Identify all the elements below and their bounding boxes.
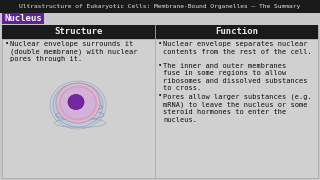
Text: Function: Function <box>215 28 258 37</box>
FancyBboxPatch shape <box>2 25 318 178</box>
FancyBboxPatch shape <box>2 25 155 39</box>
Ellipse shape <box>68 94 84 109</box>
Ellipse shape <box>50 81 106 129</box>
FancyBboxPatch shape <box>155 25 318 39</box>
Text: Ultrastructure of Eukaryotic Cells: Membrane-Bound Organelles – The Summary: Ultrastructure of Eukaryotic Cells: Memb… <box>20 4 300 9</box>
Text: •: • <box>5 41 9 47</box>
FancyBboxPatch shape <box>0 0 320 13</box>
FancyBboxPatch shape <box>2 13 44 24</box>
Text: Nuclear envelope surrounds it
(double membrane) with nuclear
pores through it.: Nuclear envelope surrounds it (double me… <box>10 41 138 62</box>
Ellipse shape <box>59 86 97 120</box>
Text: Structure: Structure <box>54 28 103 37</box>
Text: •: • <box>158 41 162 47</box>
Ellipse shape <box>53 83 103 127</box>
Ellipse shape <box>61 87 95 118</box>
Text: •: • <box>158 93 162 99</box>
Text: Pores allow larger substances (e.g.
mRNA) to leave the nucleus or some
steroid h: Pores allow larger substances (e.g. mRNA… <box>163 93 312 123</box>
Text: The inner and outer membranes
fuse in some regions to allow
ribosomes and dissol: The inner and outer membranes fuse in so… <box>163 63 308 91</box>
Text: •: • <box>158 63 162 69</box>
Text: Nucleus: Nucleus <box>4 14 42 23</box>
Ellipse shape <box>56 83 100 123</box>
Text: Nuclear envelope separates nuclear
contents from the rest of the cell.: Nuclear envelope separates nuclear conte… <box>163 41 312 55</box>
